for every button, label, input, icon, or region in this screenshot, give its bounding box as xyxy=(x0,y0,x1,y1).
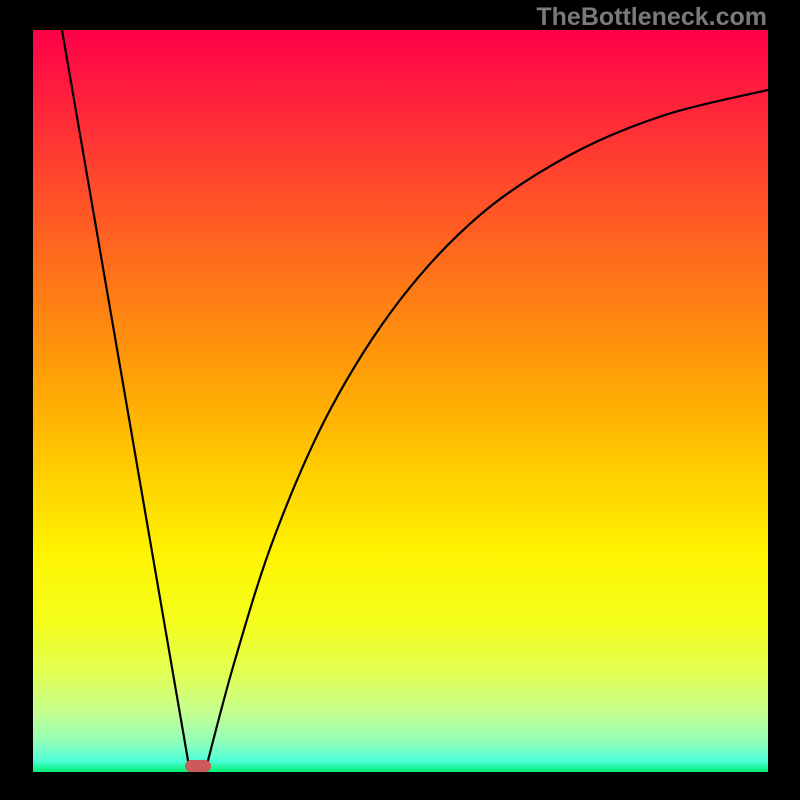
chart-container: TheBottleneck.com xyxy=(0,0,800,800)
minimum-marker xyxy=(185,760,211,772)
curve-right-branch xyxy=(205,90,768,772)
curve-left-branch xyxy=(62,30,190,772)
curve-overlay xyxy=(0,0,800,800)
watermark: TheBottleneck.com xyxy=(536,3,767,32)
